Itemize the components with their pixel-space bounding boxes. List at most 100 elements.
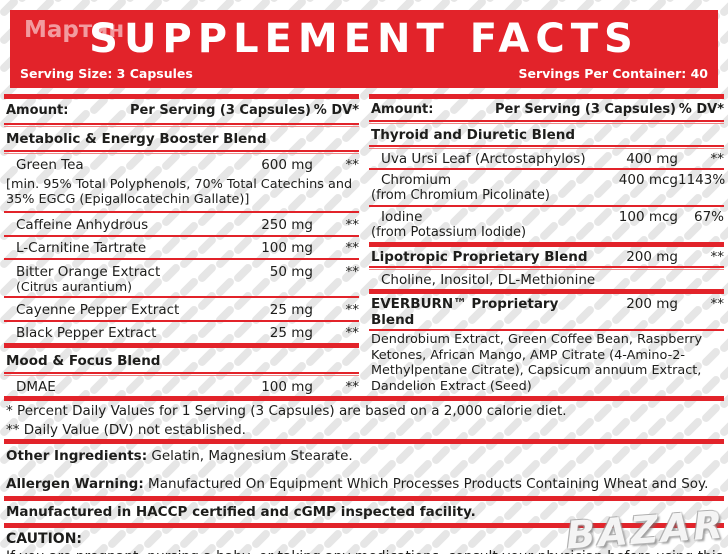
ingredient-name: Black Pepper Extract <box>16 325 157 342</box>
ingredient-dv: ** <box>710 151 725 167</box>
separator-bar <box>4 439 724 445</box>
other-ingredients-text: Gelatin, Magnesium Stearate. <box>147 448 353 465</box>
header-serving-row: Serving Size: 3 Capsules Servings Per Co… <box>20 66 708 81</box>
blend-dv: ** <box>710 249 725 265</box>
blend-amount: 200 mg <box>626 249 678 265</box>
ingredient-subname: (from Chromium Picolinate) <box>371 188 550 203</box>
dv-not-established-footnote: ** Daily Value (DV) not established. <box>6 422 246 439</box>
ingredient-subname: (Citrus aurantium) <box>16 278 133 294</box>
caution-label: CAUTION: <box>6 531 83 548</box>
separator-bar <box>4 396 724 402</box>
blend-section-title: Thyroid and Diuretic Blend <box>371 127 576 143</box>
supplement-facts-title: SUPPLEMENT FACTS <box>89 16 639 62</box>
ingredient-amount: 250 mg <box>261 216 313 233</box>
ingredient-row: Uva Ursi Leaf (Arctostaphylos) 400 mg ** <box>369 149 724 168</box>
separator-line <box>369 329 724 331</box>
blend-ingredients-row: Choline, Inositol, DL-Methionine <box>369 270 724 289</box>
blend-ingredients: Choline, Inositol, DL-Methionine <box>381 272 596 288</box>
ingredient-amount: 400 mcg <box>618 172 678 188</box>
blend-name: Lipotropic Proprietary Blend <box>371 249 588 265</box>
ingredient-row: L-Carnitine Tartrate 100 mg ** <box>4 238 359 257</box>
footnotes-section: * Percent Daily Values for 1 Serving (3 … <box>4 396 724 554</box>
blend-ingredients: Dendrobium Extract, Green Coffee Bean, R… <box>371 332 703 394</box>
ingredient-amount: 100 mcg <box>618 209 678 225</box>
ingredient-name: Cayenne Pepper Extract <box>16 301 180 318</box>
ingredient-row: Cayenne Pepper Extract 25 mg ** <box>4 300 359 319</box>
table-header-right: Amount: Per Serving (3 Capsules) % DV* <box>369 99 724 120</box>
table-header-left: Amount: Per Serving (3 Capsules) % DV* <box>4 100 359 121</box>
ingredient-name: L-Carnitine Tartrate <box>16 240 147 257</box>
header-band: Мартин SUPPLEMENT FACTS Serving Size: 3 … <box>10 10 718 88</box>
ingredient-row: DMAE 100 mg ** <box>4 377 359 396</box>
separator-line <box>4 150 359 155</box>
ingredient-row: Green Tea 600 mg ** <box>4 155 359 174</box>
separator-line <box>369 145 724 149</box>
dv-header: % DV* <box>313 103 359 119</box>
separator-line <box>4 211 359 214</box>
per-serving-header: Per Serving (3 Capsules) <box>130 103 311 119</box>
amount-header: Amount: <box>6 103 69 119</box>
ingredient-amount: 50 mg <box>269 263 313 280</box>
separator-bar <box>4 343 359 349</box>
ingredient-dv: ** <box>345 240 360 257</box>
ingredient-row: Black Pepper Extract 25 mg ** <box>4 323 359 342</box>
ingredient-dv: ** <box>345 157 360 174</box>
blend-section-title: Metabolic & Energy Booster Blend <box>6 130 267 147</box>
separator-line <box>369 168 724 170</box>
blend-name: EVERBURN™ Proprietary Blend <box>371 296 559 328</box>
allergen-warning-text: Manufactured On Equipment Which Processe… <box>143 476 709 493</box>
ingredient-note: [min. 95% Total Polyphenols, 70% Total C… <box>6 176 353 208</box>
servings-per-container: Servings Per Container: 40 <box>518 66 708 81</box>
separator-bar <box>4 523 724 529</box>
ingredient-amount: 600 mg <box>261 157 313 174</box>
ingredient-amount: 100 mg <box>261 379 313 396</box>
blend-dv: ** <box>710 296 725 312</box>
ingredient-dv: 67% <box>693 209 724 225</box>
separator-line <box>369 266 724 270</box>
facts-column-left: Amount: Per Serving (3 Capsules) % DV* M… <box>4 94 359 396</box>
blend-row: EVERBURN™ Proprietary Blend 200 mg ** <box>369 294 724 329</box>
separator-bar <box>369 94 724 99</box>
ingredient-dv: ** <box>345 325 360 342</box>
ingredient-row: Bitter Orange Extract 50 mg ** (Citrus a… <box>4 262 359 295</box>
separator-bar <box>4 94 359 99</box>
separator-line <box>4 122 359 127</box>
per-serving-header: Per Serving (3 Capsules) <box>495 102 676 117</box>
ingredient-dv: ** <box>345 379 360 396</box>
other-ingredients: Other Ingredients: Gelatin, Magnesium St… <box>4 444 724 466</box>
allergen-warning-label: Allergen Warning: <box>6 476 144 493</box>
separator-line <box>4 234 359 237</box>
other-ingredients-label: Other Ingredients: <box>6 448 148 465</box>
ingredient-dv: ** <box>345 301 360 318</box>
separator-line <box>4 296 359 299</box>
separator-bar <box>369 242 724 247</box>
separator-line <box>4 258 359 261</box>
ingredient-name: Chromium <box>381 172 452 188</box>
dv-footnote: * Percent Daily Values for 1 Serving (3 … <box>6 403 567 420</box>
ingredient-amount: 25 mg <box>269 301 313 318</box>
blend-row: Lipotropic Proprietary Blend 200 mg ** <box>369 247 724 266</box>
ingredient-name: Uva Ursi Leaf (Arctostaphylos) <box>381 151 586 167</box>
serving-size: Serving Size: 3 Capsules <box>20 66 193 81</box>
ingredient-row: Caffeine Anhydrous 250 mg ** <box>4 215 359 234</box>
caution-text: If you are pregnant, nursing a baby, or … <box>4 547 724 554</box>
ingredient-name: Iodine <box>381 209 423 225</box>
separator-line <box>369 120 724 124</box>
ingredient-amount: 400 mg <box>626 151 678 167</box>
facts-columns: Amount: Per Serving (3 Capsules) % DV* M… <box>4 94 726 396</box>
separator-bar <box>4 496 724 502</box>
blend-section-title: Mood & Focus Blend <box>6 352 161 369</box>
separator-line <box>369 205 724 207</box>
ingredient-row: Iodine 100 mcg 67% (from Potassium Iodid… <box>369 207 724 242</box>
ingredient-name: Bitter Orange Extract <box>16 263 161 280</box>
ingredient-name: Green Tea <box>16 157 84 174</box>
ingredient-dv: ** <box>345 216 360 233</box>
ingredient-subname: (from Potassium Iodide) <box>371 225 527 240</box>
ingredient-amount: 100 mg <box>261 240 313 257</box>
ingredient-amount: 25 mg <box>269 325 313 342</box>
separator-line <box>4 372 359 377</box>
separator-bar <box>369 289 724 294</box>
ingredient-dv: 1143% <box>678 172 726 188</box>
